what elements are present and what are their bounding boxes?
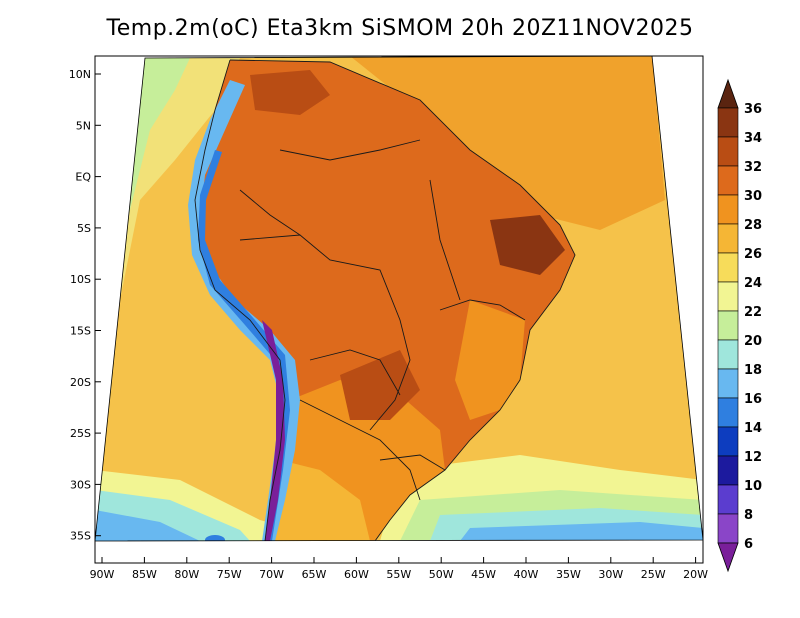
lon-tick-label: 65W xyxy=(302,568,327,581)
northern-border xyxy=(279,139,421,161)
lon-tick-label: 80W xyxy=(174,568,199,581)
chaco-hotspot xyxy=(340,350,420,420)
lon-tick-label: 45W xyxy=(471,568,496,581)
caribbean-hotspot xyxy=(250,70,330,115)
lon-tick-label: 75W xyxy=(217,568,242,581)
lat-tick-label: 15S xyxy=(70,325,91,338)
colorbar-label: 36 xyxy=(744,102,762,117)
colorbar-label: 30 xyxy=(744,189,762,204)
map-domain xyxy=(94,55,704,542)
southern-cold-patch xyxy=(205,535,225,541)
map-title: Temp.2m(oC) Eta3km SiSMOM 20h 20Z11NOV20… xyxy=(106,16,694,41)
colorbar-bin xyxy=(717,368,739,399)
lat-tick-label: 10N xyxy=(69,68,91,81)
colorbar-bin xyxy=(717,426,739,457)
uruguay-border xyxy=(379,454,446,471)
colorbar-label: 12 xyxy=(744,450,762,465)
east-brazil-field xyxy=(455,300,525,420)
lon-tick-label: 90W xyxy=(90,568,115,581)
lat-tick-label: 25S xyxy=(70,427,91,440)
colorbar-bin xyxy=(717,397,739,428)
colorbar-bin xyxy=(717,339,739,370)
colorbar-label: 8 xyxy=(744,508,753,523)
colorbar-label: 10 xyxy=(744,479,762,494)
colorbar-label: 24 xyxy=(744,276,762,291)
colorbar-label: 28 xyxy=(744,218,762,233)
lon-tick-label: 70W xyxy=(259,568,284,581)
colorbar-label: 26 xyxy=(744,247,762,262)
lat-tick-label: EQ xyxy=(75,171,91,184)
colorbar-label: 20 xyxy=(744,334,762,349)
lon-tick-label: 85W xyxy=(132,568,157,581)
temperature-field xyxy=(95,56,703,541)
colorbar-bin xyxy=(717,165,739,196)
colorbar-bin xyxy=(717,281,739,312)
brazil-state-border xyxy=(439,299,526,321)
latitude-axis: 10N 5N EQ 5S 10S 15S 20S 25S 30S 35S xyxy=(69,68,101,543)
lat-tick-label: 5S xyxy=(77,222,91,235)
patagonia-field xyxy=(265,460,370,541)
colorbar-label: 22 xyxy=(744,305,762,320)
colorbar-bin xyxy=(717,194,739,225)
southern-blue-zone xyxy=(95,510,200,541)
lon-tick-label: 50W xyxy=(429,568,454,581)
lon-tick-label: 30W xyxy=(598,568,623,581)
lon-tick-label: 55W xyxy=(386,568,411,581)
atlantic-warm-zone xyxy=(350,56,665,230)
colorbar-label: 32 xyxy=(744,160,762,175)
brazil-west-border xyxy=(239,234,411,431)
lon-tick-label: 35W xyxy=(556,568,581,581)
argentina-border xyxy=(299,399,421,501)
lon-tick-label: 25W xyxy=(641,568,666,581)
south-atlantic-blue-zone xyxy=(460,522,703,541)
atlantic-coastline xyxy=(229,59,576,541)
colorbar-bin xyxy=(717,455,739,486)
lat-tick-label: 5N xyxy=(76,119,91,132)
colorbar-top-arrow xyxy=(717,78,739,109)
colombia-peru-border xyxy=(239,189,301,236)
colorbar-bin xyxy=(717,310,739,341)
colorbar-bin xyxy=(717,484,739,515)
andes-coldest-strip xyxy=(262,320,285,541)
lat-tick-label: 35S xyxy=(70,530,91,543)
colorbar-label: 34 xyxy=(744,131,762,146)
lat-tick-label: 10S xyxy=(70,273,91,286)
northeast-hotspot xyxy=(490,215,565,275)
colorbar-bin xyxy=(717,252,739,283)
colorbar-bin xyxy=(717,513,739,544)
lat-tick-label: 30S xyxy=(70,478,91,491)
lat-tick-label: 20S xyxy=(70,376,91,389)
lon-tick-label: 60W xyxy=(344,568,369,581)
colorbar-label: 16 xyxy=(744,392,762,407)
colorbar-label: 6 xyxy=(744,537,753,552)
colorbar-label: 18 xyxy=(744,363,762,378)
colorbar: 36 34 32 30 28 26 24 22 20 18 16 14 12 10 8 6 xyxy=(717,78,762,573)
colorbar-label: 14 xyxy=(744,421,762,436)
lon-tick-label: 40W xyxy=(514,568,539,581)
country-borders xyxy=(194,59,576,541)
colorbar-bin xyxy=(717,107,739,138)
colorbar-bottom-arrow xyxy=(717,542,739,573)
pacific-coastline xyxy=(194,59,286,541)
colorbar-bin xyxy=(717,223,739,254)
colorbar-bin xyxy=(717,136,739,167)
bolivia-paraguay-border xyxy=(309,349,401,396)
lon-tick-label: 20W xyxy=(683,568,708,581)
brazil-internal-border xyxy=(429,179,461,301)
longitude-axis: 90W 85W 80W 75W 70W 65W 60W 55W 50W 45W 40W 35W 30W 2… xyxy=(90,557,708,581)
